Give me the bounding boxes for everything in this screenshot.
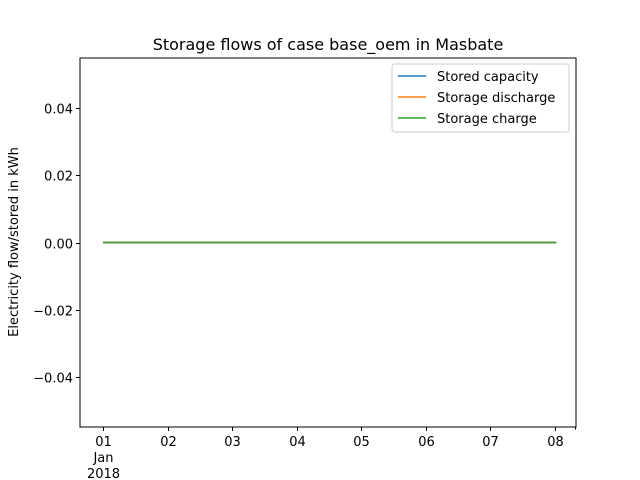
y-axis-ticks: 0.04 0.02 0.00 −0.02 −0.04: [33, 103, 80, 387]
legend: Stored capacity Storage discharge Storage …: [391, 63, 570, 133]
plot-area: [79, 57, 577, 428]
plot-frame: [79, 57, 577, 428]
x-tick-label: 06: [418, 435, 435, 450]
x-tick-label: 04: [289, 435, 306, 450]
y-tick-label: 0.02: [44, 170, 73, 185]
y-axis-label: Electricity flow/stored in kWh: [7, 147, 22, 337]
y-tick-label: −0.02: [33, 305, 73, 320]
x-tick-label: 03: [224, 435, 241, 450]
legend-label: Stored capacity: [437, 70, 539, 85]
legend-box: [391, 63, 570, 133]
x-tick-label: 07: [482, 435, 499, 450]
y-tick-label: −0.04: [33, 372, 73, 387]
x-tick-sublabel: Jan: [92, 451, 113, 466]
x-tick-label: 08: [547, 435, 564, 450]
legend-label: Storage charge: [437, 112, 537, 127]
y-tick-label: 0.04: [44, 103, 73, 118]
x-tick-sublabel: 2018: [87, 467, 120, 480]
legend-label: Storage discharge: [437, 91, 555, 106]
x-tick-label: 05: [353, 435, 370, 450]
x-tick-label: 01: [95, 435, 112, 450]
y-tick-label: 0.00: [44, 238, 73, 253]
chart-title: Storage flows of case base_oem in Masbat…: [153, 35, 504, 55]
x-tick-label: 02: [160, 435, 177, 450]
